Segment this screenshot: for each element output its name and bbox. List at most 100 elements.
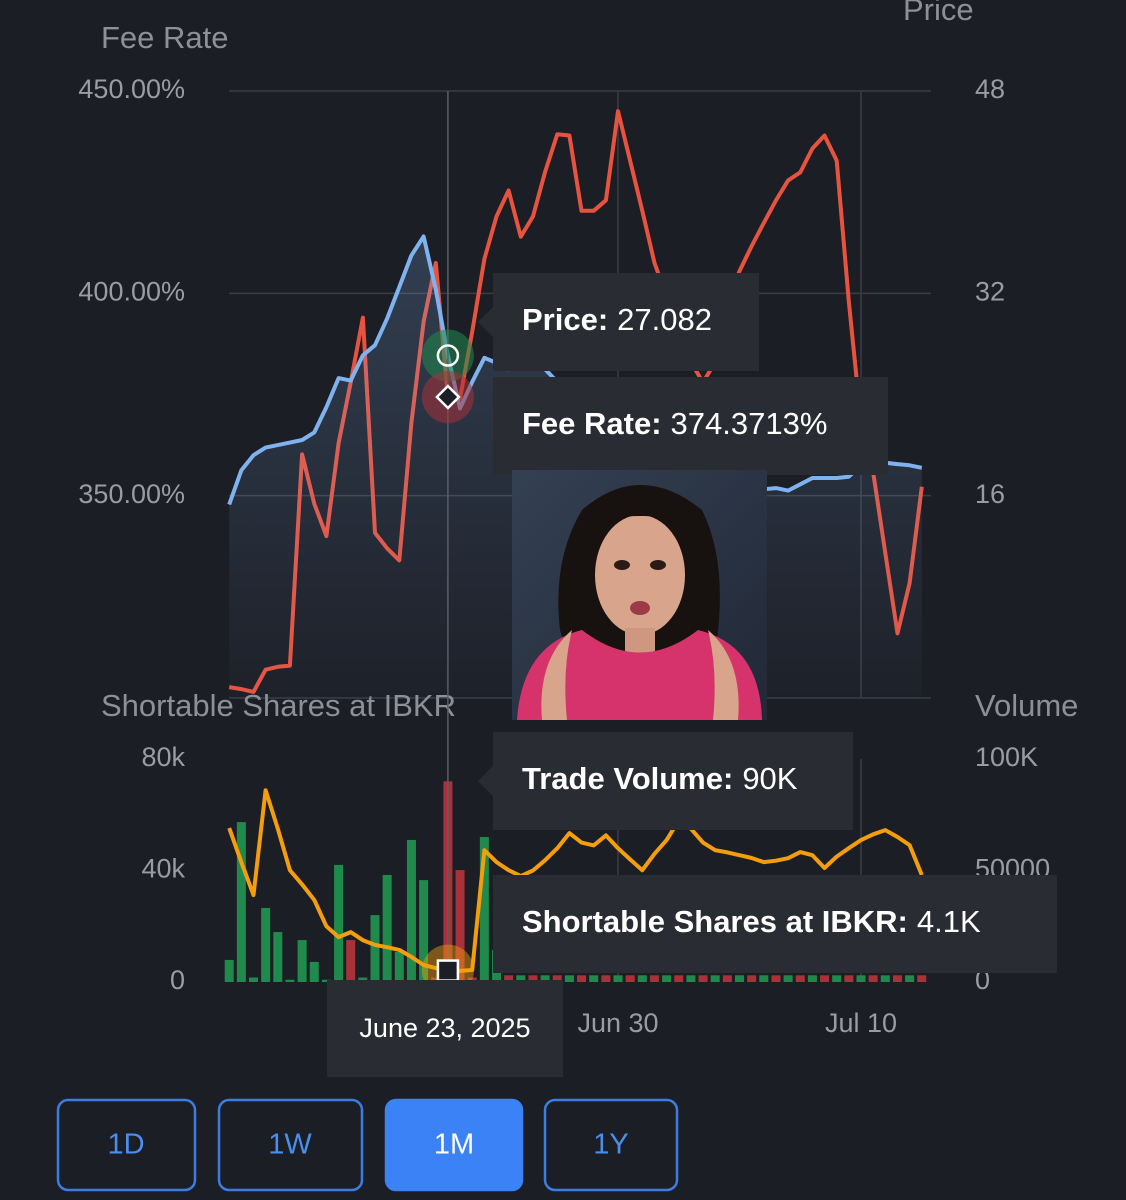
photo-top xyxy=(517,630,762,720)
y-axis-title: Fee Rate xyxy=(101,20,229,55)
volume-bar xyxy=(783,975,793,982)
button-frame[interactable] xyxy=(217,1098,364,1192)
tooltip-label: Price: xyxy=(522,302,608,337)
volume-bar xyxy=(917,975,927,982)
volume-bar xyxy=(649,975,659,982)
volume-bar xyxy=(686,975,696,982)
tooltip: Trade Volume: 90K xyxy=(478,732,853,830)
volume-bar xyxy=(504,975,514,982)
tooltip-box xyxy=(493,875,1057,973)
volume-bar xyxy=(564,975,574,982)
y2-tick-label: 48 xyxy=(975,74,1005,104)
button-label[interactable]: 1Y xyxy=(593,1129,628,1161)
volume-bar xyxy=(820,975,830,982)
tooltip-box xyxy=(493,377,888,475)
tooltip-box xyxy=(327,980,563,1077)
ui-layer: 1D 1W 1M 1Y xyxy=(56,1098,679,1192)
volume-bar xyxy=(346,940,356,982)
volume-bar xyxy=(273,932,283,982)
range-button-active[interactable]: 1M xyxy=(384,1098,524,1192)
reaction-photo xyxy=(512,470,767,720)
photo-eye xyxy=(614,560,630,570)
y-tick-label: 350.00% xyxy=(78,479,185,509)
hover-marker xyxy=(436,344,460,367)
volume-bar xyxy=(759,975,769,982)
photo-mouth xyxy=(630,601,650,615)
y2-axis-title: Volume xyxy=(975,688,1078,723)
button-frame[interactable] xyxy=(56,1098,197,1192)
hover-halo xyxy=(421,329,474,382)
volume-bar xyxy=(467,977,477,982)
y-tick-label: 80k xyxy=(141,742,185,772)
range-button[interactable]: 1W xyxy=(217,1098,364,1192)
x-tick-label: Jun 30 xyxy=(577,1008,658,1038)
volume-bar xyxy=(419,880,429,982)
hover-marker xyxy=(436,959,460,982)
photo-fringe xyxy=(590,510,690,532)
volume-bar xyxy=(406,839,416,982)
volume-bar xyxy=(807,975,817,982)
tooltip-value: 4.1K xyxy=(917,904,981,939)
volume-bar xyxy=(455,870,465,982)
y-tick-label: 40k xyxy=(141,854,185,884)
tooltip: Price: 27.082 xyxy=(478,273,759,371)
photo-shoulder xyxy=(541,630,572,720)
volume-bar xyxy=(710,975,720,982)
button-label[interactable]: 1W xyxy=(268,1129,312,1161)
tooltip-layer: Price: 27.082 Fee Rate: 374.3713% Trade Volu… xyxy=(327,273,1057,1077)
volume-bar xyxy=(795,975,805,982)
photo-eye xyxy=(650,560,666,570)
y-tick-label: 400.00% xyxy=(78,276,185,306)
tooltip-text: Trade Volume: 90K xyxy=(522,761,798,796)
tooltip: Fee Rate: 374.3713% xyxy=(493,377,888,475)
range-button[interactable]: 1Y xyxy=(543,1098,679,1192)
volume-bar xyxy=(601,975,611,982)
volume-bar xyxy=(285,979,295,982)
y-tick-label: 0 xyxy=(170,965,185,995)
y2-axis-title: Price xyxy=(903,0,974,27)
x-tick-label: Jul 10 xyxy=(825,1008,897,1038)
series-line xyxy=(227,788,924,973)
tooltip-text: Price: 27.082 xyxy=(522,302,712,337)
button-frame[interactable] xyxy=(543,1098,679,1192)
volume-bar xyxy=(905,975,915,982)
volume-bar xyxy=(479,837,489,982)
hover-marker xyxy=(435,384,461,410)
volume-bar xyxy=(431,977,441,982)
y2-tick-label: 100K xyxy=(975,742,1038,772)
tooltip-text: Fee Rate: 374.3713% xyxy=(522,406,827,441)
range-button[interactable]: 1D xyxy=(56,1098,197,1192)
tooltip-box xyxy=(493,273,759,371)
volume-bar xyxy=(662,975,672,982)
tooltip: Shortable Shares at IBKR: 4.1K xyxy=(493,875,1057,973)
volume-bar xyxy=(382,874,392,982)
volume-bar xyxy=(224,959,234,982)
tooltip-box xyxy=(493,732,853,830)
volume-bar xyxy=(261,907,271,982)
volume-bar xyxy=(880,975,890,982)
photo-face xyxy=(595,515,685,635)
button-label[interactable]: 1M xyxy=(434,1129,474,1161)
photo-shoulder xyxy=(708,630,739,720)
tooltip-arrow xyxy=(478,307,493,337)
tooltip-text: Shortable Shares at IBKR: 4.1K xyxy=(522,904,981,939)
button-label[interactable]: 1D xyxy=(107,1129,144,1161)
volume-bar xyxy=(249,977,258,982)
y2-tick-label: 32 xyxy=(975,276,1005,306)
button-frame[interactable] xyxy=(384,1098,524,1192)
date-tooltip: June 23, 2025 xyxy=(327,980,563,1077)
y2-tick-label: 16 xyxy=(975,479,1005,509)
volume-bar xyxy=(577,975,587,982)
volume-bar xyxy=(747,975,757,982)
volume-bar xyxy=(370,915,380,982)
volume-bar xyxy=(892,975,902,982)
volume-bar xyxy=(321,979,331,982)
volume-bar xyxy=(394,951,404,982)
volume-bar xyxy=(516,975,526,982)
volume-bar xyxy=(540,975,550,982)
volume-bar xyxy=(358,977,368,982)
volume-bar xyxy=(613,975,623,982)
tooltip-label: Shortable Shares at IBKR: xyxy=(522,904,908,939)
volume-bar xyxy=(698,975,708,982)
